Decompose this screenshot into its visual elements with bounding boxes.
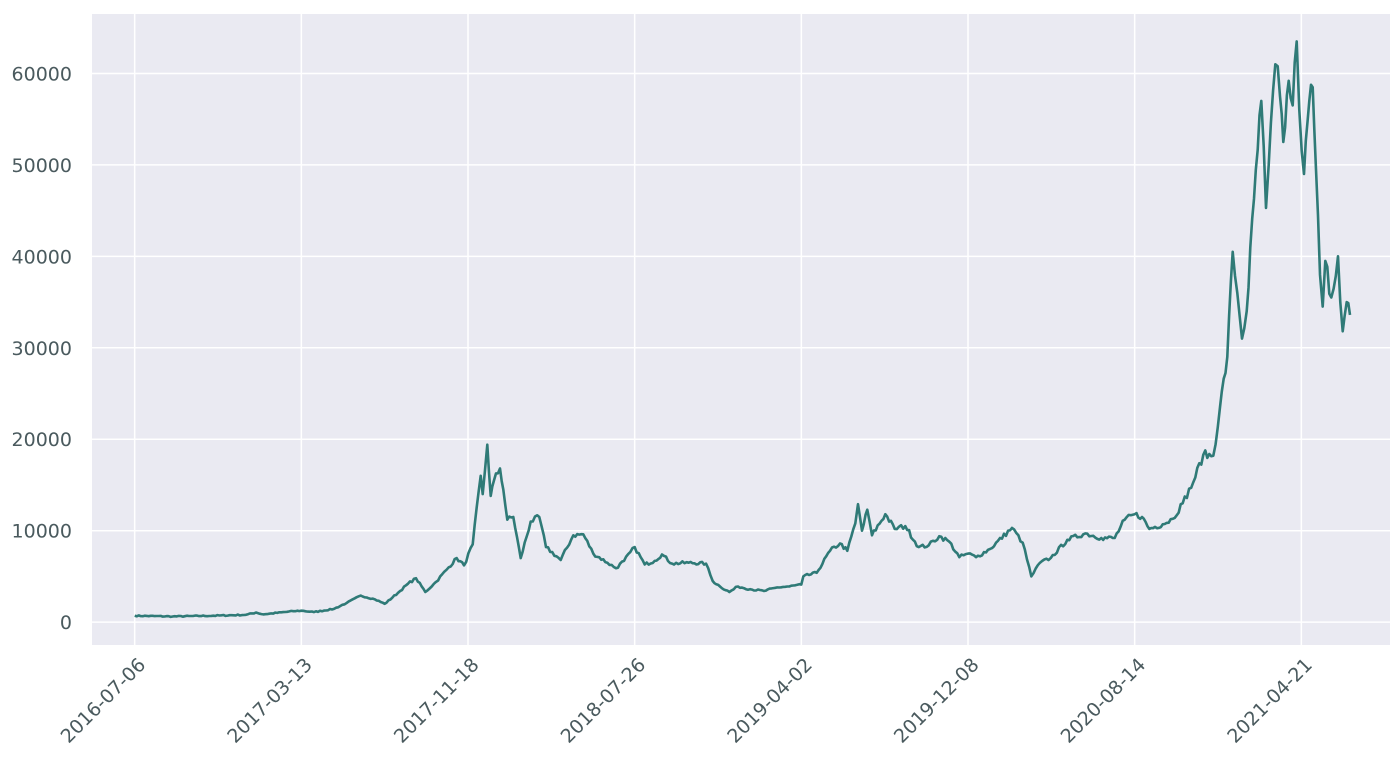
y-gridlines — [92, 72, 1390, 623]
x-tick-label: 2021-04-21 — [1223, 654, 1317, 748]
y-tick-label: 10000 — [12, 521, 72, 543]
y-tick-label: 0 — [60, 612, 72, 634]
x-gridlines — [133, 14, 1303, 645]
y-tick-label: 30000 — [12, 338, 72, 360]
x-tick-label: 2019-04-02 — [723, 654, 817, 748]
x-tick-label: 2019-12-08 — [890, 654, 984, 748]
series-line — [134, 40, 1352, 619]
x-tick-label: 2016-07-06 — [57, 654, 151, 748]
y-tick-labels: 0 10000 20000 30000 40000 50000 60000 — [12, 63, 72, 634]
y-tick-label: 50000 — [12, 155, 72, 177]
x-tick-label: 2020-08-14 — [1057, 654, 1151, 748]
x-tick-label: 2018-07-26 — [557, 654, 651, 748]
x-tick-labels: 2016-07-06 2017-03-13 2017-11-18 2018-07-26… — [57, 654, 1317, 748]
x-tick-label: 2017-11-18 — [390, 654, 484, 748]
y-tick-label: 20000 — [12, 429, 72, 451]
x-tick-label: 2017-03-13 — [223, 654, 317, 748]
y-tick-label: 40000 — [12, 246, 72, 268]
y-tick-label: 60000 — [12, 63, 72, 85]
plot-area — [92, 14, 1390, 645]
